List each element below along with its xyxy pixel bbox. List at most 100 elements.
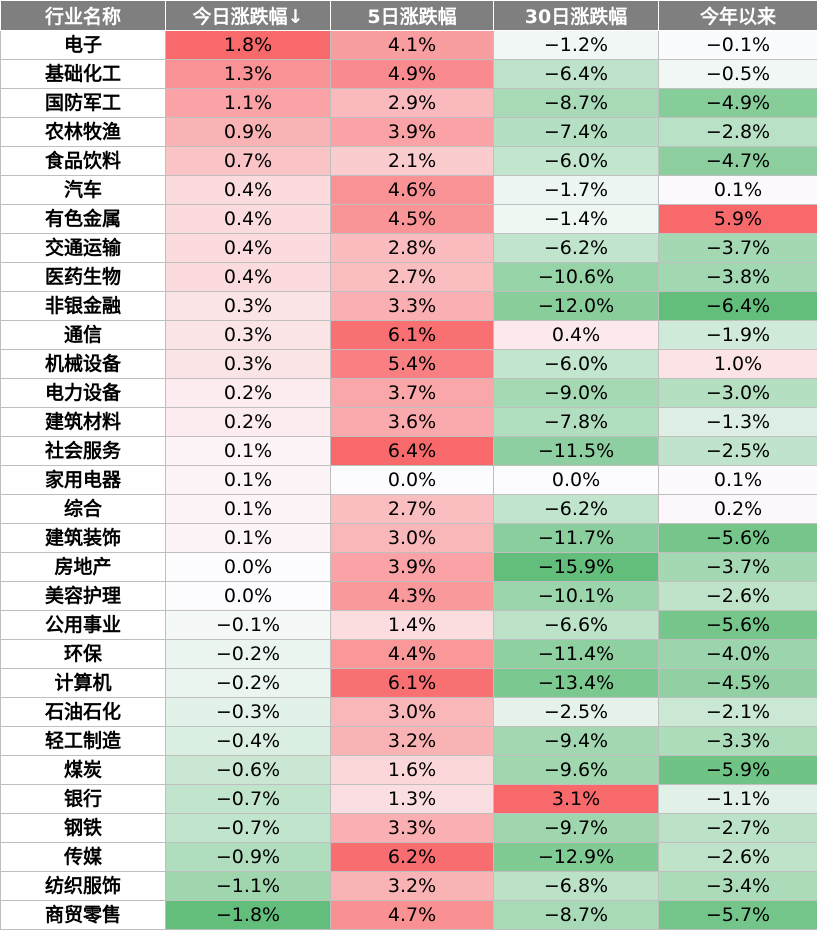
ytd-change-cell: −2.5%	[659, 437, 817, 466]
change-5d-cell: 3.3%	[331, 292, 494, 321]
today-change-cell: 0.3%	[166, 292, 331, 321]
table-row: 纺织服饰−1.1%3.2%−6.8%−3.4%	[1, 872, 817, 901]
table-row: 银行−0.7%1.3%3.1%−1.1%	[1, 785, 817, 814]
today-change-cell: 0.3%	[166, 350, 331, 379]
ytd-change-cell: 0.2%	[659, 495, 817, 524]
ytd-change-cell: −2.8%	[659, 118, 817, 147]
table-row: 商贸零售−1.8%4.7%−8.7%−5.7%	[1, 901, 817, 930]
change-30d-cell: −7.4%	[494, 118, 659, 147]
change-5d-cell: 3.7%	[331, 379, 494, 408]
today-change-cell: 1.3%	[166, 60, 331, 89]
industry-name-cell: 基础化工	[1, 60, 166, 89]
ytd-change-cell: −1.1%	[659, 785, 817, 814]
column-header-ytd[interactable]: 今年以来	[659, 1, 817, 31]
ytd-change-cell: −3.7%	[659, 553, 817, 582]
change-30d-cell: −12.0%	[494, 292, 659, 321]
change-5d-cell: 3.6%	[331, 408, 494, 437]
change-5d-cell: 3.2%	[331, 727, 494, 756]
change-30d-cell: −8.7%	[494, 89, 659, 118]
table-row: 石油石化−0.3%3.0%−2.5%−2.1%	[1, 698, 817, 727]
industry-name-cell: 纺织服饰	[1, 872, 166, 901]
change-30d-cell: −6.2%	[494, 234, 659, 263]
change-5d-cell: 4.3%	[331, 582, 494, 611]
ytd-change-cell: −5.9%	[659, 756, 817, 785]
industry-name-cell: 公用事业	[1, 611, 166, 640]
today-change-cell: 0.9%	[166, 118, 331, 147]
today-change-cell: −1.1%	[166, 872, 331, 901]
change-5d-cell: 2.7%	[331, 263, 494, 292]
industry-name-cell: 电力设备	[1, 379, 166, 408]
today-change-cell: 0.4%	[166, 234, 331, 263]
today-change-cell: −1.8%	[166, 901, 331, 930]
change-5d-cell: 3.9%	[331, 553, 494, 582]
ytd-change-cell: −1.3%	[659, 408, 817, 437]
column-header-5d[interactable]: 5日涨跌幅	[331, 1, 494, 31]
ytd-change-cell: −4.9%	[659, 89, 817, 118]
header-row: 行业名称 今日涨跌幅↓ 5日涨跌幅 30日涨跌幅 今年以来	[1, 1, 817, 31]
change-5d-cell: 1.6%	[331, 756, 494, 785]
change-5d-cell: 6.1%	[331, 669, 494, 698]
ytd-change-cell: −2.7%	[659, 814, 817, 843]
ytd-change-cell: −5.6%	[659, 611, 817, 640]
ytd-change-cell: −2.1%	[659, 698, 817, 727]
today-change-cell: −0.9%	[166, 843, 331, 872]
today-change-cell: 1.8%	[166, 31, 331, 60]
today-change-cell: 0.1%	[166, 495, 331, 524]
change-30d-cell: −13.4%	[494, 669, 659, 698]
today-change-cell: 0.2%	[166, 408, 331, 437]
change-5d-cell: 3.3%	[331, 814, 494, 843]
ytd-change-cell: −3.7%	[659, 234, 817, 263]
industry-name-cell: 银行	[1, 785, 166, 814]
industry-name-cell: 机械设备	[1, 350, 166, 379]
change-5d-cell: 1.3%	[331, 785, 494, 814]
ytd-change-cell: −5.7%	[659, 901, 817, 930]
change-5d-cell: 2.1%	[331, 147, 494, 176]
change-30d-cell: −6.6%	[494, 611, 659, 640]
change-5d-cell: 4.5%	[331, 205, 494, 234]
table-row: 轻工制造−0.4%3.2%−9.4%−3.3%	[1, 727, 817, 756]
column-header-today[interactable]: 今日涨跌幅↓	[166, 1, 331, 31]
today-change-cell: −0.2%	[166, 640, 331, 669]
industry-name-cell: 交通运输	[1, 234, 166, 263]
industry-name-cell: 环保	[1, 640, 166, 669]
today-change-cell: 0.2%	[166, 379, 331, 408]
change-30d-cell: −8.7%	[494, 901, 659, 930]
column-header-30d[interactable]: 30日涨跌幅	[494, 1, 659, 31]
change-5d-cell: 5.4%	[331, 350, 494, 379]
today-change-cell: 0.7%	[166, 147, 331, 176]
today-change-cell: 0.3%	[166, 321, 331, 350]
change-30d-cell: −7.8%	[494, 408, 659, 437]
today-change-cell: 0.1%	[166, 466, 331, 495]
change-30d-cell: −11.7%	[494, 524, 659, 553]
change-30d-cell: −15.9%	[494, 553, 659, 582]
industry-name-cell: 社会服务	[1, 437, 166, 466]
change-30d-cell: −11.5%	[494, 437, 659, 466]
change-30d-cell: −6.4%	[494, 60, 659, 89]
ytd-change-cell: −4.5%	[659, 669, 817, 698]
table-row: 煤炭−0.6%1.6%−9.6%−5.9%	[1, 756, 817, 785]
today-change-cell: −0.1%	[166, 611, 331, 640]
change-30d-cell: −1.2%	[494, 31, 659, 60]
ytd-change-cell: 1.0%	[659, 350, 817, 379]
change-30d-cell: −6.8%	[494, 872, 659, 901]
change-5d-cell: 6.2%	[331, 843, 494, 872]
industry-name-cell: 非银金融	[1, 292, 166, 321]
table-row: 钢铁−0.7%3.3%−9.7%−2.7%	[1, 814, 817, 843]
table-row: 公用事业−0.1%1.4%−6.6%−5.6%	[1, 611, 817, 640]
change-30d-cell: −9.6%	[494, 756, 659, 785]
today-change-cell: −0.2%	[166, 669, 331, 698]
ytd-change-cell: −2.6%	[659, 843, 817, 872]
today-change-cell: −0.7%	[166, 785, 331, 814]
industry-name-cell: 国防军工	[1, 89, 166, 118]
